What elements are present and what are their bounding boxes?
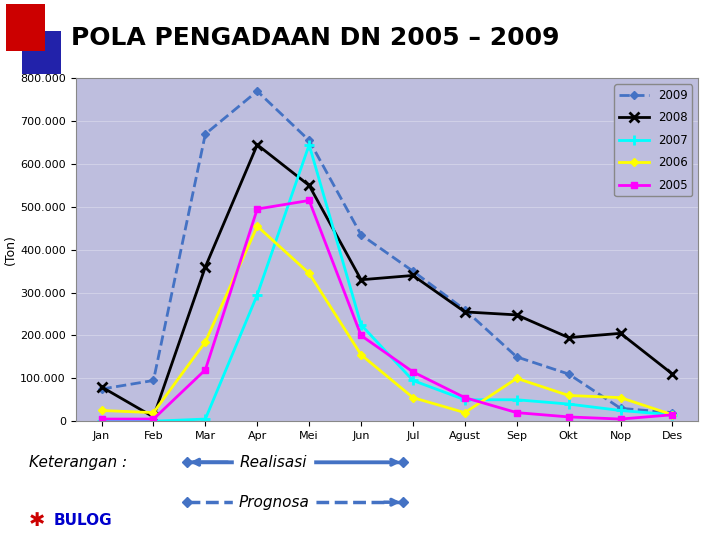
2008 — [253, 141, 261, 148]
2005 — [513, 409, 521, 416]
Text: Keterangan :: Keterangan : — [29, 455, 127, 470]
2007 — [616, 407, 625, 414]
2007 — [461, 396, 469, 403]
2009 — [149, 377, 158, 384]
2008 — [616, 330, 625, 336]
FancyBboxPatch shape — [22, 31, 61, 75]
Text: ✱: ✱ — [29, 511, 45, 530]
2008 — [97, 383, 106, 390]
Line: 2009: 2009 — [99, 89, 675, 415]
2009 — [461, 307, 469, 313]
2007 — [97, 418, 106, 424]
2009 — [253, 88, 261, 94]
2009 — [564, 371, 573, 377]
2008 — [668, 371, 677, 377]
Legend: 2009, 2008, 2007, 2006, 2005: 2009, 2008, 2007, 2006, 2005 — [614, 84, 693, 197]
2006 — [149, 409, 158, 416]
Line: 2006: 2006 — [99, 224, 675, 417]
2007 — [356, 321, 365, 328]
2006 — [668, 411, 677, 418]
2008 — [201, 264, 210, 270]
2005 — [564, 414, 573, 420]
2007 — [513, 396, 521, 403]
2005 — [97, 416, 106, 422]
2007 — [409, 377, 418, 384]
Line: 2005: 2005 — [98, 197, 676, 422]
2009 — [356, 232, 365, 238]
2006 — [616, 394, 625, 401]
2009 — [305, 137, 313, 144]
Text: Realisasi: Realisasi — [240, 455, 307, 470]
Text: BULOG: BULOG — [54, 513, 112, 528]
2005 — [409, 369, 418, 375]
2005 — [149, 416, 158, 422]
2008 — [513, 312, 521, 318]
2007 — [564, 401, 573, 407]
Line: 2007: 2007 — [96, 140, 678, 426]
2008 — [409, 272, 418, 279]
2005 — [201, 367, 210, 373]
2007 — [668, 411, 677, 418]
2005 — [461, 394, 469, 401]
Text: Prognosa: Prognosa — [238, 495, 309, 510]
2009 — [513, 354, 521, 360]
2005 — [616, 416, 625, 422]
2006 — [356, 352, 365, 358]
2009 — [409, 268, 418, 274]
2008 — [305, 182, 313, 188]
2007 — [253, 292, 261, 298]
2006 — [564, 392, 573, 399]
2007 — [305, 141, 313, 148]
2006 — [253, 223, 261, 230]
2005 — [668, 411, 677, 418]
2008 — [564, 334, 573, 341]
2005 — [253, 206, 261, 212]
2006 — [461, 409, 469, 416]
Y-axis label: (Ton): (Ton) — [4, 234, 17, 265]
2007 — [149, 418, 158, 424]
2009 — [668, 409, 677, 416]
2006 — [305, 270, 313, 276]
2008 — [356, 276, 365, 283]
2007 — [201, 416, 210, 422]
FancyBboxPatch shape — [6, 4, 45, 51]
2009 — [616, 405, 625, 411]
2008 — [461, 309, 469, 315]
Line: 2008: 2008 — [96, 140, 678, 422]
2006 — [513, 375, 521, 382]
2006 — [201, 339, 210, 345]
2005 — [356, 332, 365, 339]
2009 — [97, 386, 106, 392]
2006 — [409, 394, 418, 401]
Text: POLA PENGADAAN DN 2005 – 2009: POLA PENGADAAN DN 2005 – 2009 — [71, 25, 559, 50]
2006 — [97, 407, 106, 414]
2008 — [149, 414, 158, 420]
2009 — [201, 131, 210, 137]
2005 — [305, 197, 313, 204]
